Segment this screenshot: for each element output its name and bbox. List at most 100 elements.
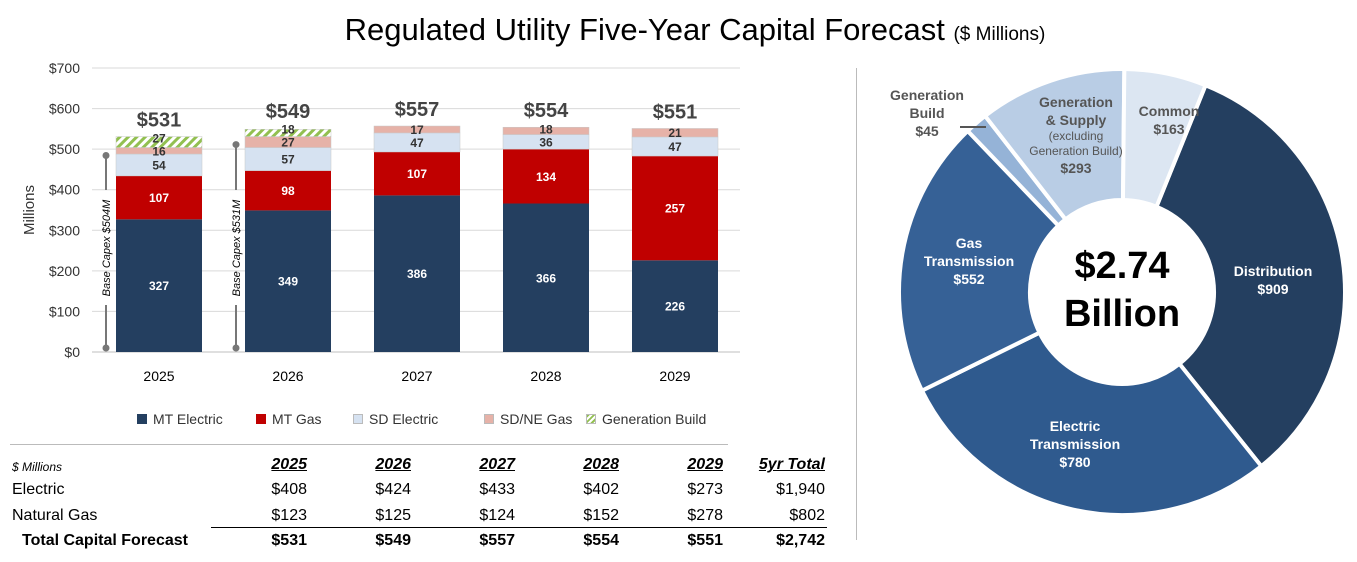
donut-chart (897, 66, 1347, 517)
annotation-dot (232, 344, 240, 352)
legend-label: MT Gas (272, 411, 322, 427)
bar-segment (374, 151, 460, 196)
slice-label-distribution: Distribution $909 (1233, 263, 1313, 297)
data-label: 327 (149, 279, 169, 293)
column-header: 2027 (479, 456, 515, 473)
column-header: 2025 (271, 456, 307, 473)
bar-segment (116, 175, 202, 220)
donut-slice (1153, 82, 1347, 469)
table-cell: $1,940 (776, 481, 825, 498)
data-label: 226 (665, 300, 685, 314)
slice-label-common: Common $163 (1138, 103, 1200, 137)
row-label: Electric (12, 481, 65, 498)
donut-slice (897, 128, 1062, 394)
bar-segment (632, 260, 718, 352)
table-cell: $531 (271, 532, 307, 549)
data-label: 57 (281, 153, 295, 167)
table-cell: $802 (789, 506, 825, 524)
y-tick-label: $200 (49, 263, 80, 279)
data-label: 366 (536, 271, 556, 285)
slice-label-electric-transmission: Electric Transmission $780 (1029, 418, 1121, 470)
table-cell: $123 (271, 506, 307, 524)
base-capex-annotation: Base Capex $531M (231, 199, 243, 296)
legend-label: Generation Build (602, 411, 707, 427)
table-cell: $152 (583, 506, 619, 524)
row-label: Natural Gas (12, 506, 98, 524)
annotation-dot (102, 344, 110, 352)
legend-label: SD/NE Gas (500, 411, 573, 427)
x-tick-label: 2026 (272, 368, 303, 384)
table-cell: $551 (687, 532, 723, 549)
title-unit: ($ Millions) (953, 24, 1046, 45)
y-tick-label: $500 (49, 141, 80, 157)
data-label: 27 (281, 136, 295, 150)
legend-label: MT Electric (153, 411, 223, 427)
bar-segment (245, 170, 331, 211)
x-tick-label: 2025 (143, 368, 174, 384)
y-tick-label: $600 (49, 101, 80, 117)
donut-slice (1120, 66, 1209, 210)
bar-segment (374, 195, 460, 352)
table-cell: $408 (271, 481, 307, 498)
table-cell: $278 (687, 506, 723, 524)
bar-segment (502, 126, 590, 135)
divider (10, 444, 728, 445)
table-cell: $273 (687, 481, 723, 498)
table-cell: $554 (583, 532, 619, 549)
legend-swatch (256, 414, 266, 424)
total-label: $549 (266, 101, 311, 123)
legend-item: MT Electric (137, 411, 223, 427)
data-label: 16 (152, 144, 166, 158)
data-label: 257 (665, 202, 685, 216)
total-rule (211, 527, 827, 528)
y-tick-label: $300 (49, 222, 80, 238)
slice-label-generation-supply: Generation & Supply (excluding Generation B… (1029, 94, 1123, 176)
donut-slice (919, 330, 1265, 517)
table-cell: $402 (583, 481, 619, 498)
bar-segment (631, 128, 719, 138)
y-tick-label: $700 (49, 60, 80, 76)
y-tick-label: $400 (49, 182, 80, 198)
y-tick-label: $100 (49, 303, 80, 319)
page-title: Regulated Utility Five-Year Capital Fore… (0, 12, 1357, 48)
y-axis-label: Millions (21, 185, 38, 235)
legend-item: SD/NE Gas (484, 411, 572, 427)
bar-segment (632, 156, 718, 261)
annotation-dot (232, 141, 240, 149)
table-cell: $433 (479, 481, 515, 498)
y-tick-label: $0 (64, 344, 80, 360)
legend-swatch (586, 414, 596, 424)
data-label: 107 (149, 191, 169, 205)
bar-segment (245, 210, 331, 352)
data-label: 47 (410, 136, 424, 150)
x-tick-label: 2028 (530, 368, 561, 384)
slice-label-gas-transmission: Gas Transmission $552 (923, 235, 1015, 287)
data-label: 386 (407, 267, 427, 281)
data-label: 18 (539, 122, 553, 136)
legend-item: Generation Build (586, 411, 706, 427)
table-cell: $125 (375, 506, 411, 524)
bar-segment (116, 219, 202, 352)
table-cell: $124 (479, 506, 515, 524)
table-cell: $424 (375, 481, 411, 498)
data-label: 27 (152, 131, 166, 145)
table-cell: $549 (375, 532, 411, 549)
bar-segment (503, 203, 589, 352)
data-label: 36 (539, 135, 553, 149)
legend-swatch (484, 414, 494, 424)
capital-table: $ Millions 2025 2026 2027 2028 2029 5yr Total… (0, 455, 840, 560)
column-header: 2029 (687, 456, 723, 473)
slice-label-generation-build: Generation Build $45 (890, 87, 964, 139)
legend-item: MT Gas (256, 411, 322, 427)
divider (856, 68, 857, 540)
legend-label: SD Electric (369, 411, 439, 427)
total-label: $557 (395, 99, 440, 121)
data-label: 107 (407, 167, 427, 181)
data-label: 21 (668, 126, 682, 140)
title-text: Regulated Utility Five-Year Capital Fore… (344, 12, 945, 47)
total-label: $531 (137, 110, 182, 132)
bar-segment (244, 129, 332, 137)
x-tick-label: 2029 (659, 368, 690, 384)
column-header: 2028 (583, 456, 619, 473)
data-label: 54 (152, 158, 166, 172)
